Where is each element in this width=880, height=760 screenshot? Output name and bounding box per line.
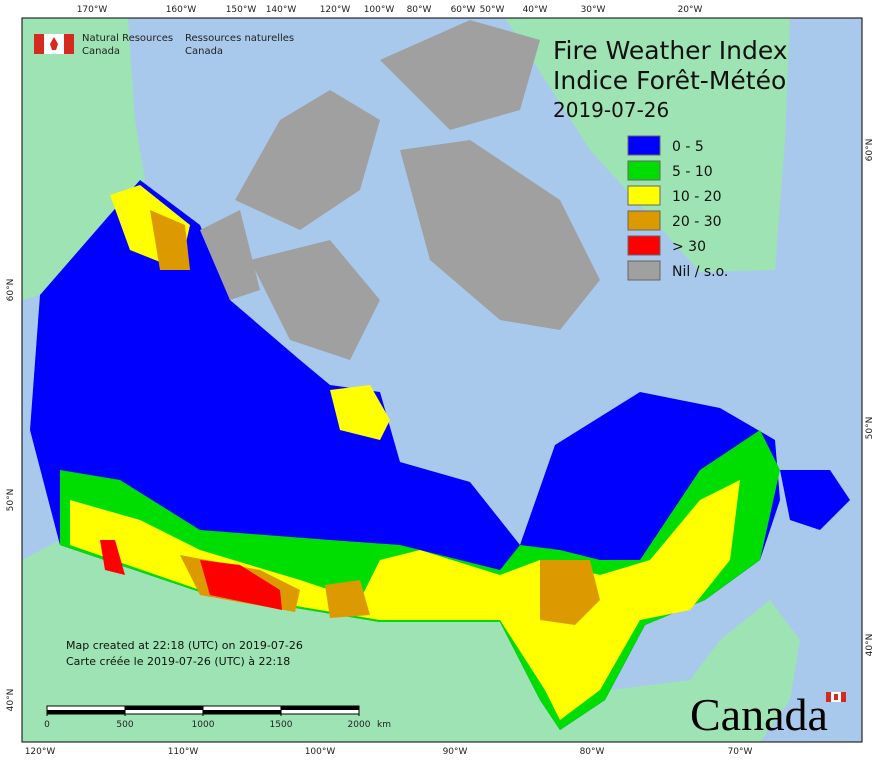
graticule-label: 20°W [678, 5, 703, 15]
hudson-bay [385, 330, 545, 480]
legend-swatch [627, 160, 661, 181]
island [400, 140, 600, 330]
graticule-label: 60°W [451, 5, 476, 15]
graticule-label: 150°W [226, 5, 257, 15]
legend-label: 10 - 20 [672, 189, 722, 205]
title-fr: Indice Forêt-Météo [553, 66, 786, 95]
graticule-label: 50°N [6, 489, 16, 512]
graticule-label: 40°W [523, 5, 548, 15]
legend-label: > 30 [672, 239, 706, 255]
island [380, 20, 540, 130]
graticule-label: 40°N [865, 634, 875, 657]
scale-bar-segment [47, 710, 125, 714]
graticule-label: 100°W [364, 5, 395, 15]
legend-label: 20 - 30 [672, 214, 722, 230]
scale-bar-segment [281, 706, 359, 710]
legend-swatch [627, 210, 661, 231]
graticule-label: 60°N [6, 279, 16, 302]
graticule-label: 50°W [480, 5, 505, 15]
graticule-label: 110°W [168, 747, 199, 757]
graticule-label: 60°N [865, 139, 875, 162]
legend-label: Nil / s.o. [672, 264, 728, 280]
graticule-label: 120°W [320, 5, 351, 15]
legend-label: 0 - 5 [672, 139, 704, 155]
scale-label: 2000 [348, 720, 371, 730]
graticule-label: 40°N [6, 689, 16, 712]
zone-20-30 [325, 580, 370, 618]
graticule-label: 140°W [266, 5, 297, 15]
agency-en: Canada [82, 46, 120, 57]
island [200, 210, 260, 300]
map-frame [21, 17, 863, 743]
zone-20-30 [150, 210, 190, 270]
title: Fire Weather Index [553, 36, 788, 65]
legend-swatch [627, 260, 661, 281]
legend-swatch [627, 235, 661, 256]
flag-bar [841, 692, 846, 702]
graticule-label: 50°N [865, 417, 875, 440]
scale-bar-segment [203, 710, 281, 714]
scale-label: 500 [116, 720, 133, 730]
island [235, 90, 380, 230]
newfoundland [780, 470, 850, 530]
graticule-label: 70°W [728, 747, 753, 757]
scale-label: 0 [44, 720, 50, 730]
graticule-label: 80°W [580, 747, 605, 757]
zone-10-20 [70, 480, 740, 720]
scale-label: 1000 [192, 720, 215, 730]
legend-label: 5 - 10 [672, 164, 713, 180]
maple-leaf [834, 694, 838, 700]
zone-20-30 [540, 560, 600, 625]
scale-unit: km [377, 720, 391, 730]
zone-gt-30 [200, 560, 282, 610]
graticule-label: 90°W [443, 747, 468, 757]
graticule-label: 170°W [77, 5, 108, 15]
flag-bar [34, 34, 44, 54]
map [22, 18, 862, 742]
graticule-label: 80°W [407, 5, 432, 15]
graticule-label: 160°W [166, 5, 197, 15]
scale-label: 1500 [270, 720, 293, 730]
graticule-label: 120°W [25, 747, 56, 757]
maple-leaf [50, 37, 58, 50]
island [250, 240, 380, 360]
wordmark-flag [826, 692, 846, 702]
flag-bar [826, 692, 831, 702]
fwi-patches [60, 185, 780, 730]
graticule-label: 30°W [581, 5, 606, 15]
zone-10-20 [330, 385, 390, 440]
agency-fr: Ressources naturelles [185, 33, 294, 44]
graticule-label: 100°W [305, 747, 336, 757]
nrcan-flag [34, 34, 74, 54]
date: 2019-07-26 [553, 98, 669, 122]
legend-swatch [627, 185, 661, 206]
note: Map created at 22:18 (UTC) on 2019-07-26 [66, 639, 303, 652]
note: Carte créée le 2019-07-26 (UTC) à 22:18 [66, 655, 290, 668]
flag-bar [64, 34, 74, 54]
arctic-islands [200, 20, 600, 360]
wordmark: Canada [690, 689, 828, 740]
agency-fr: Canada [185, 46, 223, 57]
legend-swatch [627, 135, 661, 156]
agency-en: Natural Resources [82, 33, 173, 44]
scale-bar-segment [125, 706, 203, 710]
zone-gt-30 [100, 540, 125, 575]
alaska [22, 18, 145, 300]
